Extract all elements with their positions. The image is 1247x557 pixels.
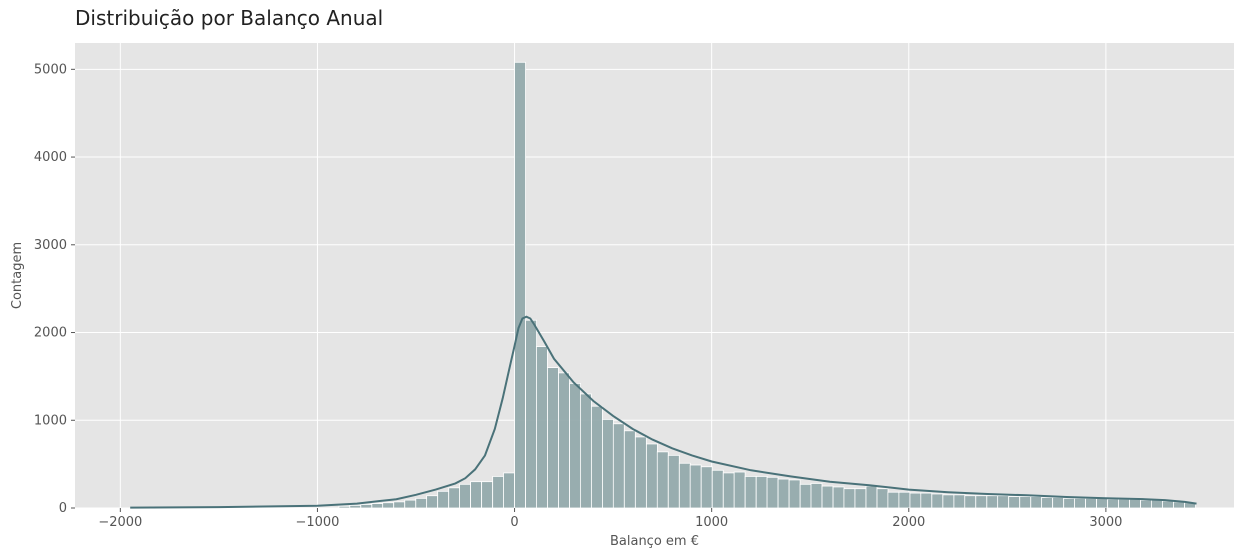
histogram-bar — [700, 466, 713, 509]
x-tick-label: −1000 — [295, 515, 339, 530]
x-tick-label: 3000 — [1089, 515, 1122, 530]
histogram-bar — [338, 505, 351, 509]
y-axis-label: Contagem — [10, 242, 25, 309]
x-tick-label: −2000 — [98, 515, 142, 530]
histogram-bar — [579, 393, 592, 509]
histogram-bar — [920, 492, 933, 509]
histogram-bar — [1041, 497, 1054, 509]
histogram-bar — [887, 491, 900, 509]
y-tick-label: 5000 — [34, 62, 67, 77]
histogram-bar — [547, 367, 559, 509]
histogram-bar — [854, 488, 867, 509]
histogram-bar — [503, 472, 515, 509]
histogram-bar — [986, 495, 999, 509]
histogram-bar — [865, 485, 878, 509]
histogram-bar — [832, 486, 845, 509]
histogram-bar — [1129, 498, 1141, 509]
histogram-bar — [931, 493, 944, 509]
y-tick-label: 4000 — [34, 150, 67, 165]
y-tick-label: 3000 — [34, 238, 67, 253]
histogram-bar — [1074, 497, 1086, 509]
histogram-bar — [678, 462, 691, 509]
x-tick-label: 1000 — [695, 515, 728, 530]
histogram-bar — [689, 464, 702, 509]
histogram-bar — [744, 476, 757, 509]
histogram-bar — [876, 488, 889, 509]
histogram-bar — [536, 346, 548, 509]
histogram-bar — [404, 499, 417, 509]
histogram-bar — [1052, 497, 1065, 509]
x-axis-label: Balanço em € — [610, 534, 699, 549]
histogram-bar — [1173, 501, 1185, 509]
y-tick-label: 0 — [59, 501, 67, 516]
histogram-bar — [1096, 497, 1108, 509]
y-tick-label: 2000 — [34, 326, 67, 341]
histogram-bar — [360, 504, 373, 509]
histogram-bar — [1107, 498, 1120, 509]
histogram-bar — [733, 471, 746, 509]
histogram-bar — [1162, 500, 1174, 509]
histogram-bar — [810, 483, 823, 509]
histogram-bar — [393, 501, 406, 509]
histogram-bar — [711, 469, 724, 509]
histogram-bar — [843, 488, 856, 509]
histogram-bar — [964, 495, 977, 509]
histogram-bar — [1118, 498, 1130, 509]
histogram-bar — [525, 319, 537, 509]
histogram-bar — [953, 494, 966, 509]
histogram-bar — [349, 504, 362, 509]
histogram-bar — [591, 405, 603, 509]
histogram-bar — [1151, 499, 1163, 509]
histogram-bar — [766, 476, 779, 509]
histogram-bar — [371, 503, 384, 509]
histogram-bar — [448, 487, 461, 509]
histogram-bar — [481, 481, 494, 509]
histogram-bar — [1019, 496, 1032, 509]
histogram-bar — [722, 472, 735, 509]
histogram-bar — [426, 495, 439, 509]
histogram-bar — [997, 495, 1010, 509]
histogram-bar — [788, 479, 801, 509]
histogram-bar — [569, 383, 581, 509]
y-tick-label: 1000 — [34, 413, 67, 428]
histogram-bar — [942, 494, 955, 509]
histogram-bar — [755, 476, 768, 509]
histogram-bar — [898, 491, 911, 509]
plot-area — [75, 43, 1234, 508]
histogram-bar — [415, 497, 428, 509]
histogram-bar — [470, 481, 482, 509]
histogram-bar — [623, 430, 636, 509]
histogram-bar — [1063, 497, 1076, 509]
histogram-bar — [1030, 496, 1043, 509]
histogram-bar — [1085, 497, 1097, 509]
x-tick-label: 2000 — [892, 515, 925, 530]
histogram-bar — [799, 483, 812, 509]
chart-title: Distribuição por Balanço Anual — [75, 6, 384, 30]
histogram-bar — [602, 418, 614, 509]
histogram-bar — [514, 61, 526, 509]
histogram-bar — [492, 476, 505, 509]
histogram-bar — [777, 478, 790, 509]
histogram-bar — [1140, 499, 1152, 509]
kde-line — [130, 315, 1197, 509]
histogram-bar — [975, 495, 988, 509]
histogram-bar — [656, 451, 669, 509]
histogram-bar — [612, 423, 625, 509]
histogram-bar — [821, 485, 834, 509]
histogram-bar — [437, 490, 450, 509]
histogram-bar — [459, 483, 471, 509]
histogram-bar — [667, 454, 680, 509]
histogram-bar — [1008, 496, 1021, 509]
histogram-bar — [558, 372, 570, 509]
histogram-bar — [646, 443, 658, 509]
x-tick-label: 0 — [510, 515, 518, 530]
histogram-bar — [909, 492, 922, 509]
histogram-bar — [382, 502, 395, 509]
histogram-bar — [634, 436, 647, 509]
